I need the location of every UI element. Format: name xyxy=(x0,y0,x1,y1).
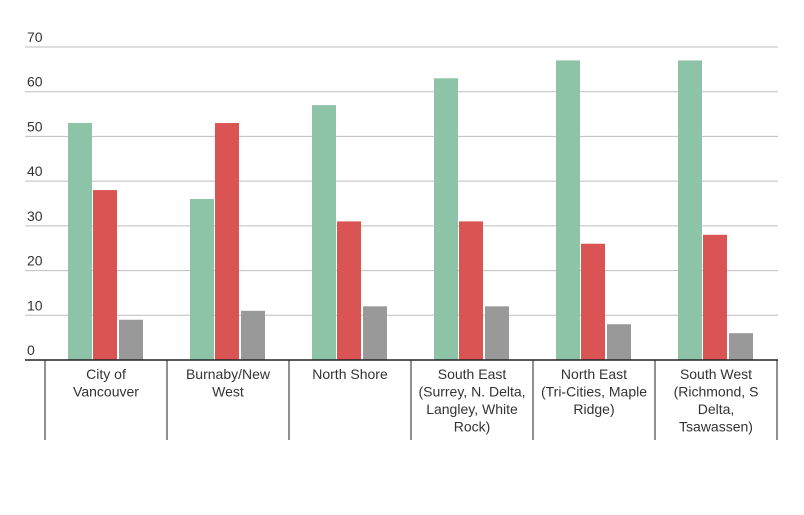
bar xyxy=(434,78,458,361)
y-tick-label: 0 xyxy=(27,342,35,358)
x-tick-label: South West (Richmond, S Delta, Tsawassen) xyxy=(674,366,759,435)
x-tick-label: Burnaby/New West xyxy=(186,366,271,400)
bar xyxy=(241,310,265,360)
x-axis-labels: City of Vancouver Burnaby/New West North Sho… xyxy=(73,366,758,435)
y-tick-label: 50 xyxy=(27,118,43,134)
bar xyxy=(93,190,117,360)
bar xyxy=(607,324,631,360)
y-tick-label: 20 xyxy=(27,253,43,269)
y-tick-label: 70 xyxy=(27,29,43,45)
bar xyxy=(678,60,702,361)
bar xyxy=(190,199,214,360)
bar xyxy=(215,123,239,360)
bar xyxy=(312,105,336,360)
bar xyxy=(703,234,727,360)
y-tick-label: 10 xyxy=(27,297,43,313)
bar xyxy=(581,243,605,360)
bars xyxy=(68,60,753,361)
bar xyxy=(556,60,580,361)
bar xyxy=(459,221,483,360)
bar xyxy=(337,221,361,360)
x-tick-label: North Shore xyxy=(312,366,388,382)
bar xyxy=(363,306,387,360)
x-tick-label: South East (Surrey, N. Delta, Langley, Whi… xyxy=(418,366,525,435)
x-axis xyxy=(25,359,778,440)
y-tick-label: 40 xyxy=(27,163,43,179)
bar xyxy=(68,123,92,360)
bar xyxy=(729,333,753,360)
y-tick-label: 60 xyxy=(27,74,43,90)
x-tick-label: North East (Tri-Cities, Maple Ridge) xyxy=(541,366,647,417)
bar xyxy=(119,319,143,360)
x-tick-label: City of Vancouver xyxy=(73,366,139,400)
bar xyxy=(485,306,509,360)
y-tick-label: 30 xyxy=(27,208,43,224)
y-axis-ticks: 0 10 20 30 40 50 60 70 xyxy=(27,29,43,358)
gridlines xyxy=(25,46,778,316)
